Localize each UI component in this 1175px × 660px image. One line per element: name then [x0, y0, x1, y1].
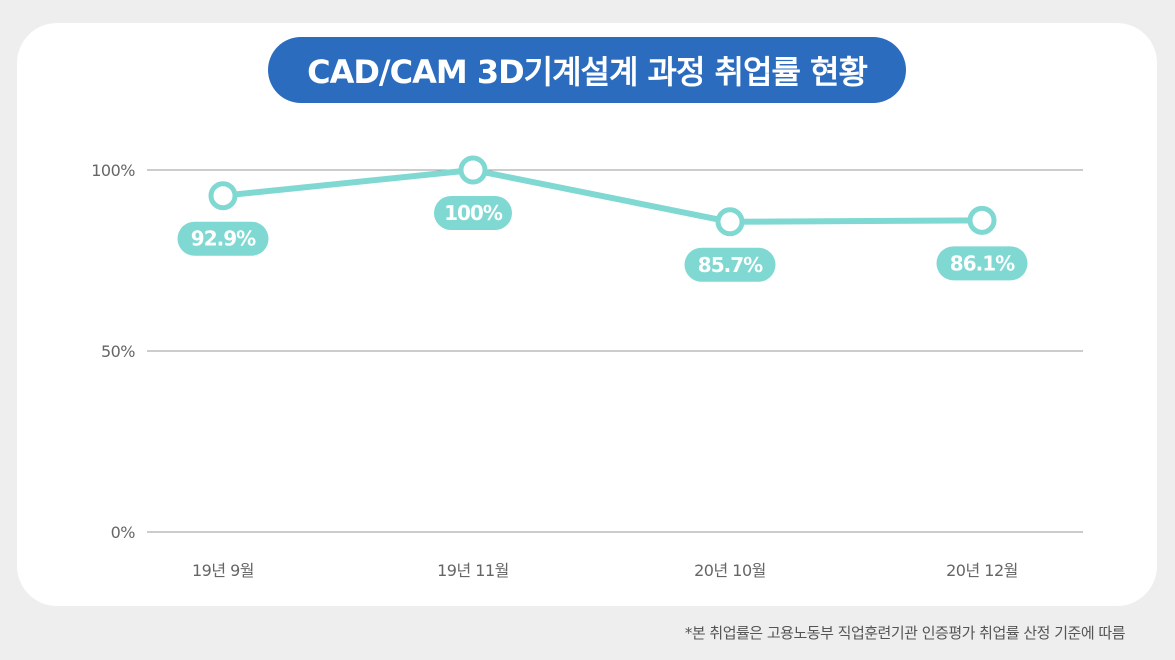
data-label-text: 86.1% — [950, 251, 1015, 275]
data-point — [458, 155, 488, 185]
grid-layer — [147, 169, 1083, 533]
line-chart: 92.9% 100% 85.7% 86.1% 0% 50% 100% 19년 9월 19년 1… — [91, 155, 1083, 580]
data-label-pill — [177, 221, 269, 256]
footnote: *본 취업률은 고용노동부 직업훈련기관 인증평가 취업률 산정 기준에 따름 — [684, 624, 1126, 642]
chart-title: CAD/CAM 3D기계설계 과정 취업률 현황 — [268, 37, 906, 103]
series-layer — [208, 155, 997, 237]
series-line — [220, 167, 985, 225]
data-point — [715, 207, 745, 237]
data-label-text: 100% — [444, 201, 503, 225]
x-tick-label: 19년 11월 — [437, 561, 509, 580]
data-label-layer: 92.9% 100% 85.7% 86.1% — [177, 196, 1028, 282]
chart-card — [17, 23, 1157, 606]
data-label: 92.9% — [177, 221, 269, 256]
data-point — [967, 205, 997, 235]
data-label: 86.1% — [936, 246, 1028, 281]
data-label: 100% — [434, 196, 512, 230]
y-tick-label: 0% — [111, 523, 136, 542]
data-point — [208, 181, 238, 211]
x-tick-label: 20년 12월 — [946, 561, 1018, 580]
axis-layer: 0% 50% 100% 19년 9월 19년 11월 20년 10월 20년 12월 — [91, 161, 1018, 580]
data-label-text: 92.9% — [191, 227, 256, 251]
data-label-pill — [434, 196, 512, 230]
x-tick-label: 19년 9월 — [192, 561, 254, 580]
data-label-pill — [936, 246, 1028, 281]
y-tick-label: 50% — [101, 342, 135, 361]
y-tick-label: 100% — [91, 161, 135, 180]
data-label: 85.7% — [684, 247, 776, 282]
data-label-text: 85.7% — [698, 253, 763, 277]
x-tick-label: 20년 10월 — [694, 561, 766, 580]
data-label-pill — [684, 247, 776, 282]
